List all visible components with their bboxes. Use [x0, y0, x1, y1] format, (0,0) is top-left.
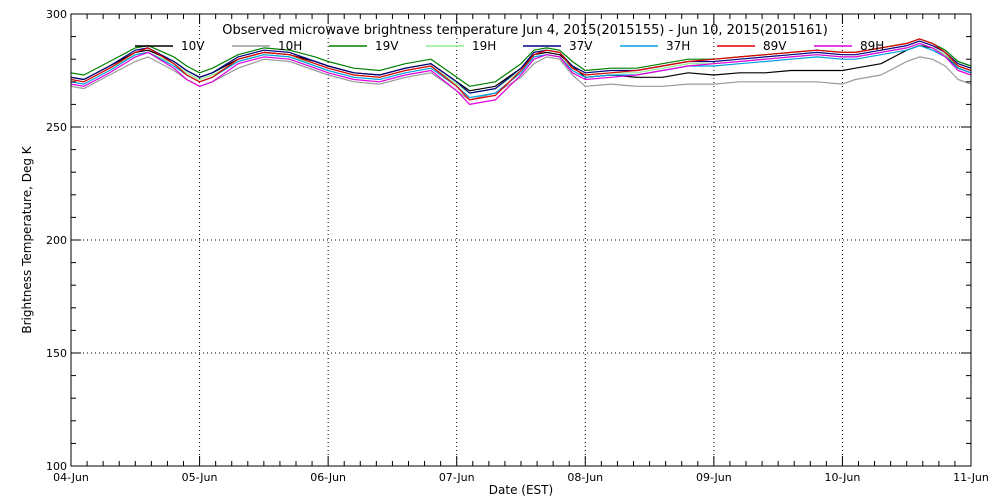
legend-label: 10H	[278, 39, 302, 53]
x-axis-label: Date (EST)	[489, 483, 553, 497]
series-line-89h	[70, 42, 972, 106]
y-axis-label: Brightness Temperature, Deg K	[20, 145, 34, 333]
x-tick-label: 05-Jun	[182, 471, 218, 484]
y-tick-label: 250	[46, 121, 67, 134]
legend: 10V 10H 19V 19H 37V 37H 89V 89H	[135, 39, 884, 53]
legend-label: 89H	[860, 39, 884, 53]
legend-label: 10V	[181, 39, 205, 53]
x-tick-label: 09-Jun	[696, 471, 732, 484]
grid-lines	[71, 14, 971, 466]
y-tick-label: 150	[46, 347, 67, 360]
legend-label: 19H	[472, 39, 496, 53]
legend-label: 37V	[569, 39, 593, 53]
series-line-37v	[70, 40, 972, 94]
series-lines	[70, 38, 972, 106]
x-tick-label: 11-Jun	[953, 471, 989, 484]
x-tick-label: 08-Jun	[567, 471, 603, 484]
x-tick-label: 06-Jun	[310, 471, 346, 484]
y-tick-label: 100	[46, 460, 67, 473]
series-line-89v	[70, 38, 972, 101]
legend-label: 89V	[763, 39, 787, 53]
legend-label: 37H	[666, 39, 690, 53]
axis-ticks: 100 150 200 250 300 04-Jun 05-Jun 06-Jun 07-Jun 0…	[46, 8, 989, 484]
chart-title: Observed microwave brightness temperatur…	[222, 23, 828, 38]
x-tick-label: 04-Jun	[53, 471, 89, 484]
y-tick-label: 200	[46, 234, 67, 247]
y-tick-label: 300	[46, 8, 67, 21]
x-tick-label: 07-Jun	[439, 471, 475, 484]
series-line-37h	[70, 44, 972, 99]
legend-label: 19V	[375, 39, 399, 53]
x-tick-label: 10-Jun	[825, 471, 861, 484]
